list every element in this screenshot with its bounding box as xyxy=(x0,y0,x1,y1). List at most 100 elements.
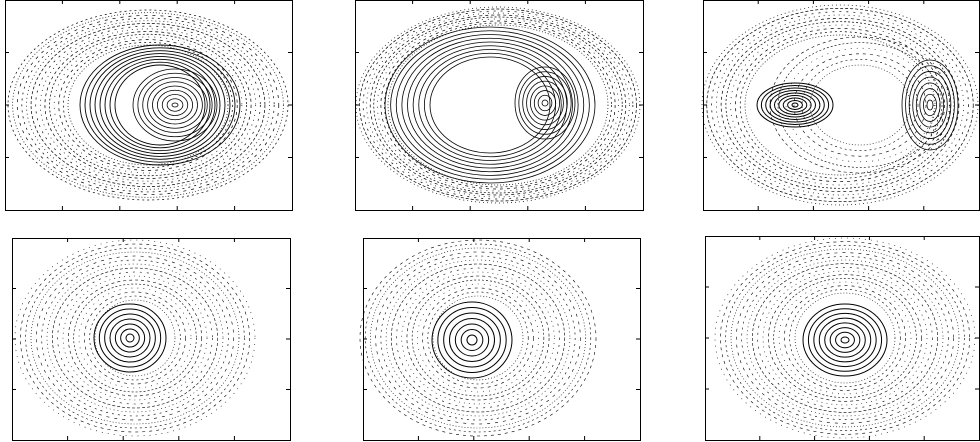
orbit-curve xyxy=(380,255,576,421)
orbit-curve xyxy=(12,12,284,198)
orbit-curve xyxy=(57,271,213,405)
orbit-curve xyxy=(454,323,490,357)
orbit-curve xyxy=(752,263,938,413)
orbit-curve xyxy=(518,71,572,135)
orbit-curve xyxy=(768,274,922,402)
orbit-curve xyxy=(366,12,630,198)
orbit-curve xyxy=(794,292,896,384)
orbit-curve xyxy=(429,56,551,154)
orbit-curve xyxy=(152,85,198,125)
orbit-curve xyxy=(537,94,553,112)
orbit-curve xyxy=(919,88,941,122)
orbit-curve xyxy=(114,323,146,353)
panel-frame xyxy=(5,0,293,211)
orbit-curve xyxy=(142,77,208,133)
orbit-curve xyxy=(364,243,592,433)
orbit-curve xyxy=(359,8,637,202)
orbit-curve xyxy=(926,99,934,111)
orbit-curve xyxy=(35,25,261,185)
orbit-curve xyxy=(52,267,218,409)
orbit-curve xyxy=(390,263,566,413)
orbit-curve xyxy=(706,7,974,203)
orbit-curve xyxy=(777,42,943,168)
orbit-curve xyxy=(49,33,247,177)
orbit-curve xyxy=(807,308,883,372)
orbit-curve xyxy=(785,47,935,163)
orbit-curve xyxy=(16,15,280,195)
orbit-curve xyxy=(362,10,634,200)
orbit-curve xyxy=(375,251,581,425)
orbit-curve xyxy=(30,23,266,187)
orbit-curve xyxy=(147,81,203,129)
orbit-curve xyxy=(109,318,151,358)
orbit-curve xyxy=(78,287,192,389)
orbit-curve xyxy=(437,307,507,373)
orbit-curve xyxy=(701,4,979,206)
panel-frame xyxy=(363,238,641,441)
orbit-curve xyxy=(730,24,950,186)
orbit-curve xyxy=(109,61,211,149)
orbit-curve xyxy=(720,17,960,193)
orbit-curve xyxy=(905,65,955,145)
orbit-curve xyxy=(41,259,229,417)
orbit-curve xyxy=(25,247,245,429)
orbit-curve xyxy=(125,333,135,343)
orbit-curve xyxy=(401,37,579,173)
orbit-curve xyxy=(94,299,176,377)
orbit-curve xyxy=(449,318,495,362)
orbit-curve xyxy=(778,95,812,115)
orbit-curve xyxy=(829,327,861,353)
orbit-curve xyxy=(912,76,948,134)
orbit-curve xyxy=(417,283,539,393)
orbit-curve xyxy=(171,102,179,108)
orbit-curve xyxy=(744,34,936,176)
orbit-curve xyxy=(715,14,965,196)
orbit-curve xyxy=(79,44,241,166)
orbit-curve xyxy=(541,99,549,107)
orbit-curve xyxy=(104,313,156,363)
orbit-curve xyxy=(760,85,830,125)
orbit-curve xyxy=(526,80,564,126)
orbit-curve xyxy=(533,90,557,116)
orbit-curve xyxy=(411,279,545,397)
orbit-curve xyxy=(765,87,825,123)
orbit-curve xyxy=(93,303,167,373)
orbit-curve xyxy=(7,9,289,201)
orbit-curve xyxy=(376,18,620,192)
orbit-curve xyxy=(369,14,627,196)
orbit-curve xyxy=(915,82,945,128)
orbit-curve xyxy=(809,64,911,146)
orbit-curve xyxy=(58,39,238,171)
orbit-curve xyxy=(21,17,275,193)
orbit-curve xyxy=(161,94,189,116)
orbit-curve xyxy=(384,26,596,184)
orbit-curve xyxy=(514,66,576,140)
orbit-curve xyxy=(901,59,959,151)
orbit-curve xyxy=(466,334,478,346)
orbit-curve xyxy=(62,275,208,401)
orbit-curve xyxy=(522,76,568,130)
orbit-curve xyxy=(385,259,571,417)
orbit-curve xyxy=(390,30,590,180)
orbit-curve xyxy=(39,28,257,182)
orbit-curve xyxy=(762,270,928,406)
orbit-curve xyxy=(418,49,562,161)
orbit-curve xyxy=(769,36,951,174)
orbit-curve xyxy=(387,24,609,186)
orbit-curve xyxy=(30,251,240,425)
panel-frame xyxy=(705,236,980,441)
orbit-curve xyxy=(923,93,937,117)
orbit-curve xyxy=(720,241,970,435)
orbit-curve xyxy=(725,245,965,431)
orbit-curve xyxy=(714,237,976,439)
orbit-curve xyxy=(824,322,866,358)
orbit-curve xyxy=(746,259,944,417)
orbit-curve xyxy=(793,53,927,157)
orbit-curve xyxy=(104,58,216,152)
orbit-curve xyxy=(460,329,484,351)
orbit-curve xyxy=(395,34,585,176)
orbit-curve xyxy=(407,41,573,169)
orbit-curve xyxy=(412,45,568,165)
orbit-curve xyxy=(355,6,641,204)
